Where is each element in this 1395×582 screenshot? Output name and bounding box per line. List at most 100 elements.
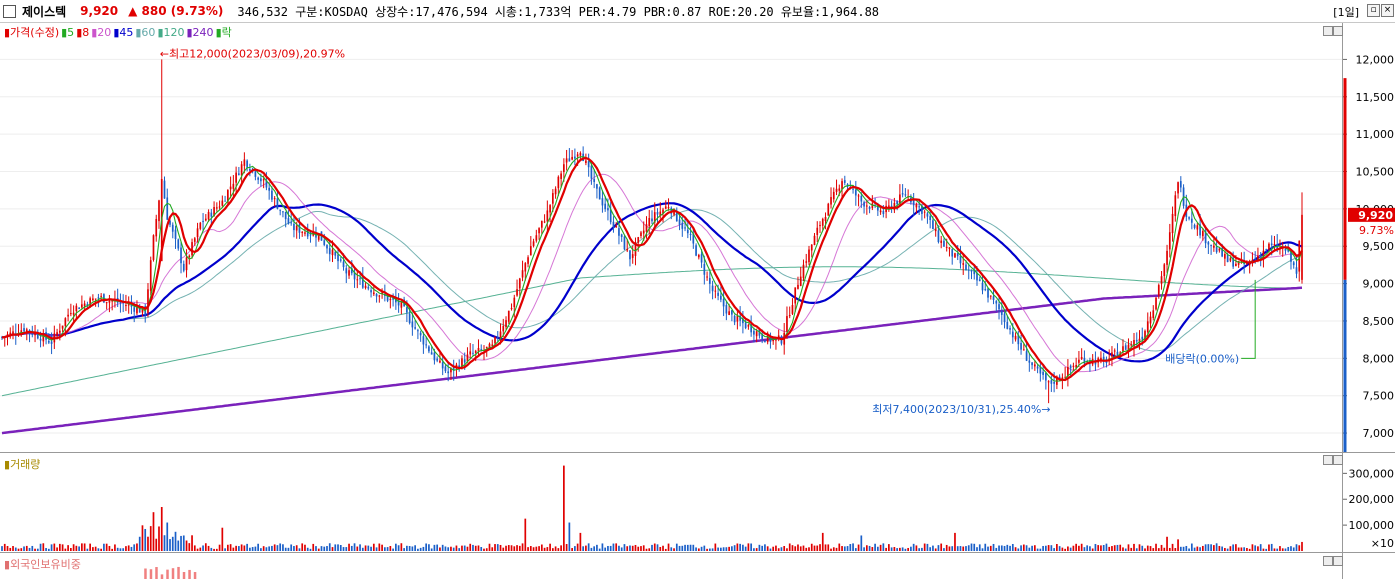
volume-bar [430,548,433,551]
high-annotation: ←최고12,000(2023/03/09),20.97% [160,47,345,60]
maximize-icon[interactable]: ▫ [1367,4,1380,17]
candle-body [119,301,122,304]
close-icon[interactable]: × [1381,4,1394,17]
candle-body [703,263,706,275]
volume-bar [1094,543,1097,551]
volume-bar [61,544,64,551]
volume-bar [1124,548,1127,551]
candle-body [521,270,524,278]
candle-body [1124,345,1127,350]
candle-body [929,216,932,221]
candle-body [136,307,138,314]
volume-bar [934,548,937,551]
pane-close-icon[interactable] [1333,26,1343,36]
foreign-pane-minimize-icon[interactable] [1323,556,1333,566]
volume-bar [193,545,196,551]
candle-body [532,241,535,246]
candle-body [799,276,802,287]
candle-body [180,247,182,264]
volume-bar [70,548,72,551]
volume-bar [1268,544,1270,551]
price-tick-label-1: 11,500 [1356,91,1395,104]
foreign-pane-close-icon[interactable] [1333,556,1343,566]
pane-divider[interactable] [0,452,1395,453]
candle-body [323,240,326,245]
legend-item-3[interactable]: ▮20 [91,26,112,39]
volume-title[interactable]: ▮거래량 [4,458,41,471]
pane-minimize-icon[interactable] [1323,26,1333,36]
price-chart[interactable]: ←최고12,000(2023/03/09),20.97% 최저7,400(2023… [0,23,1354,452]
legend-item-2[interactable]: ▮8 [76,26,90,39]
volume-bar [640,546,642,551]
candle-body [36,334,39,339]
period-selector[interactable]: [1일] [1333,6,1359,19]
volume-axis[interactable]: 300,000 200,000 100,000 ×10 [1342,453,1395,552]
foreign-title[interactable]: ▮외국인보유비중 [4,558,81,571]
volume-bar [320,546,323,551]
volume-bar [1045,545,1047,551]
candle-body [516,289,518,296]
volume-bar [356,546,359,551]
price-chart-pane[interactable]: ←최고12,000(2023/03/09),20.97% 최저7,400(2023… [0,23,1354,452]
candle-body [852,188,854,190]
volume-bar [417,548,419,551]
volume-bar [232,547,235,551]
legend-item-6[interactable]: ▮120 [157,26,185,39]
volume-pane-minimize-icon[interactable] [1323,455,1333,465]
select-checkbox[interactable] [3,4,16,18]
legend-item-8[interactable]: ▮락 [215,26,232,39]
volume-bar [315,546,317,551]
pane-divider-2[interactable] [0,552,1395,553]
candle-body [414,327,416,329]
volume-pane[interactable] [0,453,1342,552]
volume-bar [720,547,722,551]
candle-body [1000,311,1003,315]
candle-body [893,203,896,211]
volume-bar [527,547,529,551]
candle-body [213,206,215,217]
volume-bar [868,545,871,551]
foreign-ownership-pane[interactable] [0,553,1342,579]
legend-item-0[interactable]: ▮가격(수정) [4,26,60,39]
legend-item-5[interactable]: ▮60 [135,26,156,39]
volume-bar [215,548,218,551]
candle-body [1014,335,1017,340]
volume-bar [130,546,133,551]
candle-body [824,216,827,222]
indicator-legend[interactable]: ▮가격(수정) ▮5 ▮8 ▮20 ▮45 ▮60 ▮120 ▮240 ▮락 [4,24,234,40]
volume-bar [298,548,301,551]
volume-bar [309,548,312,551]
legend-item-7[interactable]: ▮240 [186,26,214,39]
legend-item-4[interactable]: ▮45 [113,26,134,39]
candle-body [1069,365,1072,369]
volume-bar [764,544,766,551]
candle-body [876,205,879,211]
candle-body [177,239,180,249]
candle-body [191,242,193,256]
candle-body [58,330,61,333]
candle-body [1135,339,1138,342]
volume-bar [830,548,832,551]
dividend-annotation: 배당락(0.00%) [1165,352,1239,365]
volume-bar [1067,546,1069,551]
candle-body [918,206,921,208]
legend-item-1[interactable]: ▮5 [61,26,75,39]
volume-bar [1097,545,1100,551]
volume-pane-close-icon[interactable] [1333,455,1343,465]
volume-bar [408,545,411,551]
candle-body [417,330,419,332]
candle-body [863,202,865,207]
candle-body [640,232,642,236]
price-axis[interactable]: 12,00011,50011,00010,50010,0009,5009,000… [1342,23,1395,452]
candle-body [1075,364,1078,368]
volume-chart[interactable] [0,453,1342,552]
volume-bar [474,545,477,551]
candle-body [1259,254,1262,258]
ma45-line [1,202,1303,363]
candle-body [276,198,279,209]
candle-body [1268,243,1270,250]
volume-bar [339,544,342,551]
candle-body [992,296,995,300]
stock-name[interactable]: 제이스텍 [22,4,67,19]
candle-body [1215,246,1218,253]
